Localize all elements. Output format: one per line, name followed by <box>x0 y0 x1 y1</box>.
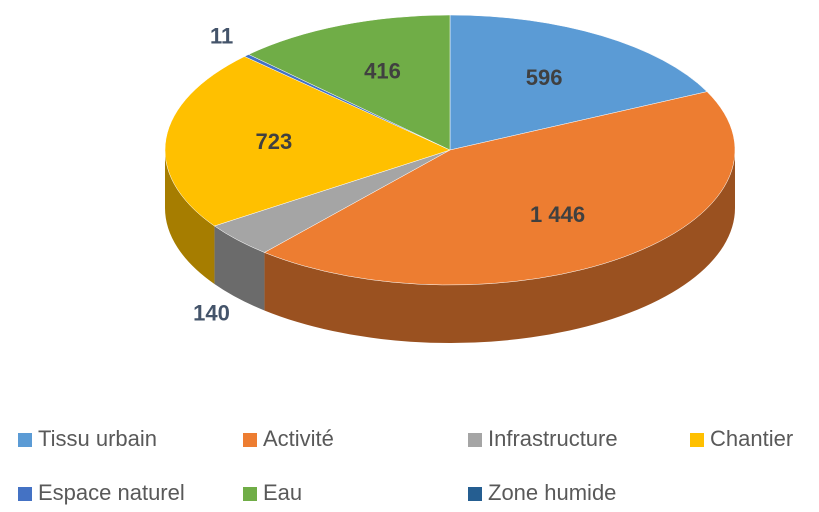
slice-side <box>165 150 215 284</box>
data-label: 596 <box>526 65 563 90</box>
data-label: 416 <box>364 58 401 83</box>
legend-label: Chantier <box>710 426 793 451</box>
legend-label: Espace naturel <box>38 480 185 505</box>
legend-swatch <box>468 433 482 447</box>
slice <box>248 14 451 151</box>
legend-label: Infrastructure <box>488 426 618 451</box>
legend-swatch <box>468 487 482 501</box>
legend-label: Eau <box>263 480 302 505</box>
slice <box>449 14 708 151</box>
data-label: 723 <box>256 129 293 154</box>
data-label: 1 446 <box>530 202 585 227</box>
slice-side <box>264 150 735 343</box>
data-label: 11 <box>210 24 233 49</box>
legend-swatch <box>690 433 704 447</box>
legend-swatch <box>18 433 32 447</box>
data-label: 140 <box>193 300 230 325</box>
legend-label: Tissu urbain <box>38 426 157 451</box>
legend-label: Activité <box>263 426 334 451</box>
slice <box>164 56 451 227</box>
legend-swatch <box>243 433 257 447</box>
legend-label: Zone humide <box>488 480 616 505</box>
slice <box>263 91 736 286</box>
legend-swatch <box>243 487 257 501</box>
legend-swatch <box>18 487 32 501</box>
